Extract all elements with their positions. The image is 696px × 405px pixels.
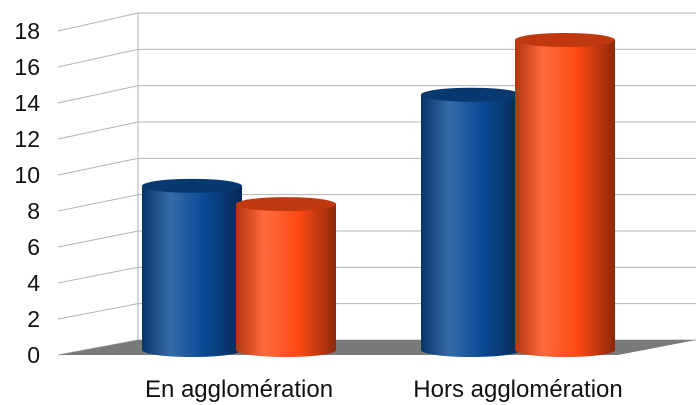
bar-top [421,88,521,102]
gridline-side [58,122,138,139]
gridline-side [58,304,138,319]
x-category-label: En agglomération [145,376,333,403]
y-tick-label: 10 [14,162,40,188]
y-tick-label: 16 [14,54,40,80]
bar-body [515,40,615,357]
bar [236,197,336,357]
gridline-side [58,195,138,211]
gridline-side [58,86,138,103]
y-tick-label: 2 [27,306,40,332]
y-tick-label: 18 [14,18,40,44]
y-tick-label: 4 [27,270,40,296]
gridline-side [58,13,138,31]
y-tick-label: 6 [27,234,40,260]
y-tick-label: 0 [27,342,40,368]
bar-top [142,179,242,193]
bar-top [236,197,336,211]
bar [515,33,615,357]
bar-body [421,95,521,357]
bar-body [142,186,242,357]
bar-top [515,33,615,47]
gridline-side [58,231,138,247]
gridline-side [58,267,138,283]
y-axis-ticks: 0 2 4 6 8 10 12 14 16 18 [14,18,40,368]
y-tick-label: 14 [14,90,40,116]
gridline-side [58,158,138,175]
x-axis-categories: En agglomération Hors agglomération [145,376,623,403]
bar [421,88,521,357]
bar-body [236,204,336,357]
y-tick-label: 8 [27,198,40,224]
y-tick-label: 12 [14,126,40,152]
bar [142,179,242,357]
gridline-side [58,49,138,67]
x-category-label: Hors agglomération [413,376,622,403]
